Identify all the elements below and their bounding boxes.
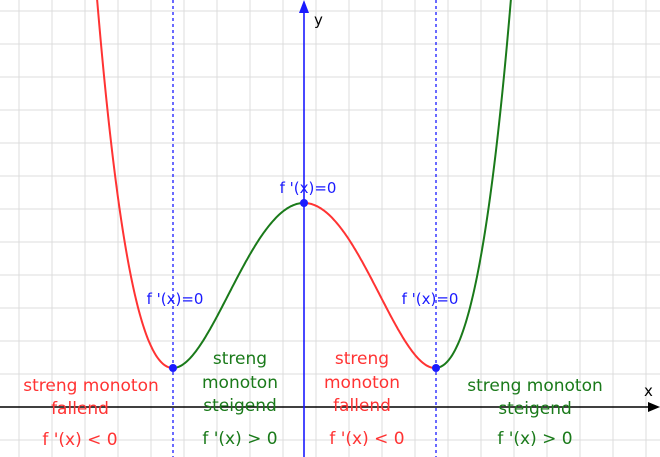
region-4-derivative: f '(x) > 0 [497, 429, 572, 449]
critical-point-marker-left [169, 364, 177, 372]
region-label-3: streng monoton fallend f '(x) < 0 [324, 349, 405, 449]
critical-point-marker-center [300, 199, 308, 207]
y-axis-arrow-icon [299, 0, 309, 13]
y-axis-label: y [314, 11, 323, 29]
region-4-line2: steigend [498, 399, 572, 419]
region-1-line2: fallend [51, 399, 109, 419]
region-label-4: streng monoton steigend f '(x) > 0 [467, 376, 603, 449]
region-2-line3: steigend [203, 396, 277, 416]
region-3-line1: streng [335, 349, 389, 369]
x-axis: x [0, 382, 660, 412]
region-1-line1: streng monoton [23, 376, 159, 396]
region-2-derivative: f '(x) > 0 [202, 429, 277, 449]
x-axis-label: x [644, 382, 653, 400]
x-axis-arrow-icon [648, 402, 660, 412]
curve-segment-increasing-right [435, 0, 512, 369]
region-label-1: streng monoton fallend f '(x) < 0 [23, 376, 159, 450]
region-label-2: streng monoton steigend f '(x) > 0 [202, 349, 278, 449]
critical-point-marker-right [432, 364, 440, 372]
region-3-derivative: f '(x) < 0 [329, 429, 404, 449]
y-axis: y [299, 0, 323, 457]
curve-segment-increasing-middle [173, 202, 304, 369]
curve-segment-decreasing-middle [304, 202, 435, 369]
region-3-line2: monoton [324, 373, 400, 393]
region-2-line2: monoton [202, 373, 278, 393]
curve-segment-decreasing-left [96, 0, 173, 369]
critical-label-right: f '(x)=0 [402, 290, 459, 308]
region-3-line3: fallend [333, 396, 391, 416]
critical-label-center: f '(x)=0 [280, 179, 337, 197]
critical-label-left: f '(x)=0 [147, 290, 204, 308]
region-2-line1: streng [213, 349, 267, 369]
region-1-derivative: f '(x) < 0 [42, 430, 117, 450]
region-4-line1: streng monoton [467, 376, 603, 396]
